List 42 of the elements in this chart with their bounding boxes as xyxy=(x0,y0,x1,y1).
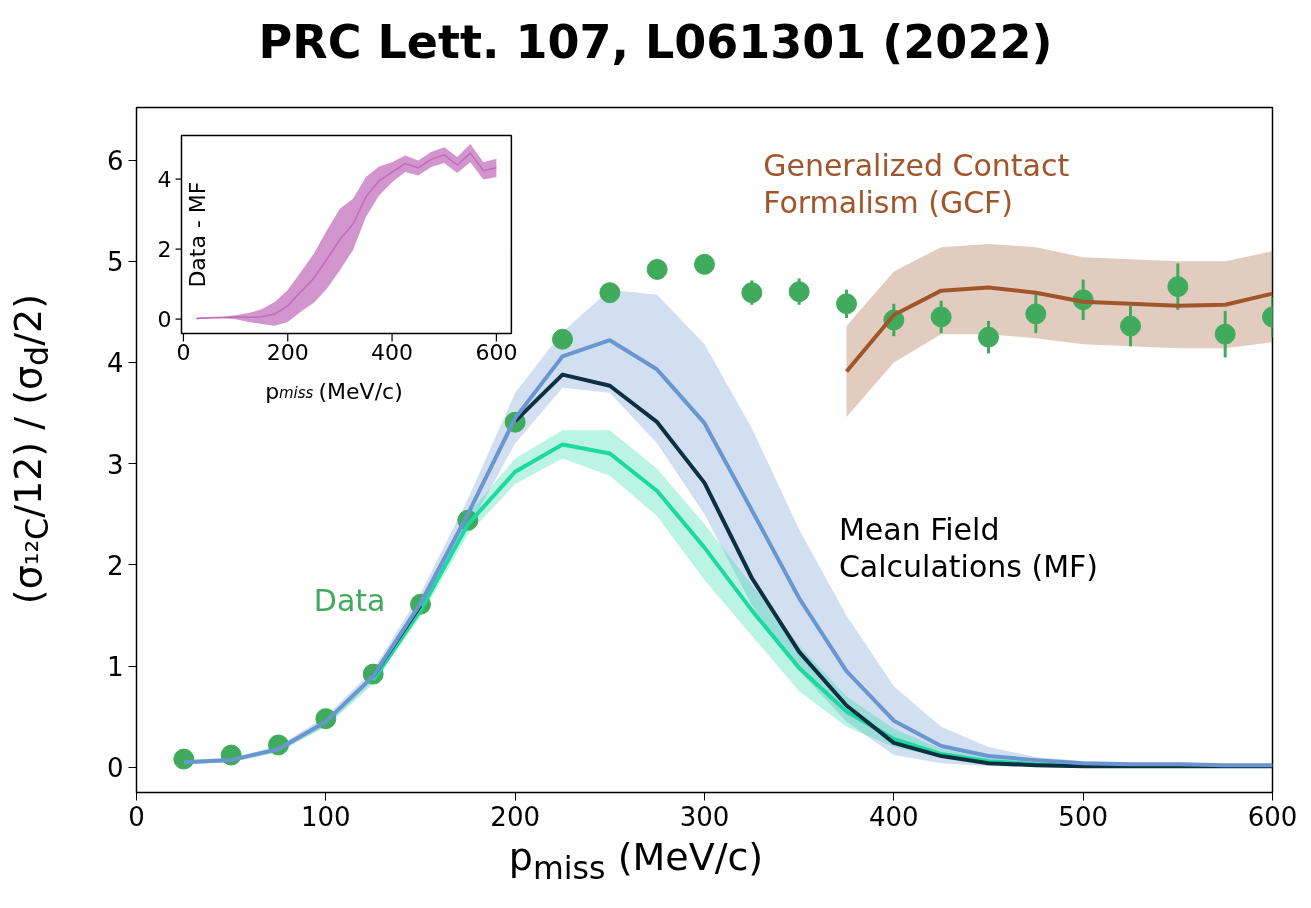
x-axis-title: pmiss (MeV/c) xyxy=(265,379,403,405)
y-tick-label: 5 xyxy=(106,247,124,278)
y-tick-label: 6 xyxy=(106,146,124,177)
x-tick-label: 300 xyxy=(679,801,730,832)
x-tick-label: 0 xyxy=(176,340,191,366)
x-axis-title: p$_{miss}$ (MeV/c) xyxy=(507,835,765,888)
y-tick-label: 0 xyxy=(106,753,124,784)
x-tick-label: 600 xyxy=(475,340,518,366)
y-axis-title: Data - MF xyxy=(185,181,211,288)
chart-title: PRC Lett. 107, L061301 (2022) xyxy=(257,14,1054,71)
x-tick-label: 200 xyxy=(266,340,309,366)
y-tick-label: 2 xyxy=(157,237,172,263)
y-tick-label: 0 xyxy=(157,307,172,333)
point xyxy=(930,306,952,328)
point xyxy=(1214,323,1236,345)
y-tick-label: 1 xyxy=(106,652,124,683)
x-tick-label: 0 xyxy=(128,801,145,832)
y-tick-label: 2 xyxy=(106,550,124,581)
point xyxy=(552,328,573,350)
point xyxy=(788,281,810,303)
y-tick-label: 4 xyxy=(157,167,172,193)
text: Generalized Contact Formalism (GCF) xyxy=(763,147,1070,220)
x-tick-label: 400 xyxy=(371,340,414,366)
point xyxy=(1120,315,1141,337)
x-tick-label: 600 xyxy=(1247,801,1298,832)
series-label: Data xyxy=(313,582,386,618)
annotation: Mean Field Calculations (MF) xyxy=(838,512,1098,584)
point xyxy=(1025,303,1047,325)
point xyxy=(646,258,668,280)
point xyxy=(694,253,715,275)
point xyxy=(978,326,999,348)
x-tick-label: 500 xyxy=(1058,801,1108,832)
point xyxy=(836,293,857,315)
y-tick-label: 4 xyxy=(106,348,124,379)
point xyxy=(599,282,621,304)
line-series xyxy=(844,285,1273,374)
y-tick-label: 3 xyxy=(106,449,124,480)
x-tick-label: 200 xyxy=(490,801,540,832)
x-tick-label: 400 xyxy=(869,801,919,832)
point xyxy=(1167,276,1189,298)
x-tick-label: 100 xyxy=(301,801,351,832)
point xyxy=(741,282,763,304)
